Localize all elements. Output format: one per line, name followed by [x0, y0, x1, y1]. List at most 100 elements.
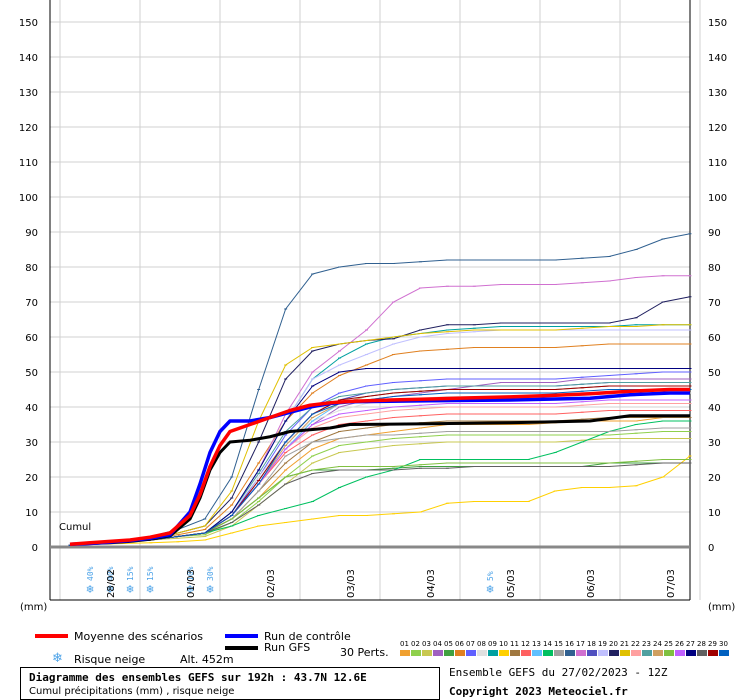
y-tick-label-right: 150 — [708, 18, 727, 29]
y-tick-label-right: 80 — [708, 263, 721, 274]
snow-flake-icon: ❄ — [186, 582, 193, 596]
perturbation-line — [69, 455, 691, 546]
perturbation-key-swatch — [576, 650, 586, 656]
y-tick-label-right: 110 — [708, 158, 727, 169]
y-tick-label-left: 150 — [19, 18, 38, 29]
y-tick-label-right: 120 — [708, 123, 727, 134]
perturbation-key-swatch — [422, 650, 432, 656]
perturbation-key-number: 08 — [477, 640, 486, 648]
perturbation-key-number: 28 — [697, 640, 706, 648]
snow-flake-icon: ❄ — [86, 582, 93, 596]
perturbation-key-swatch — [598, 650, 608, 656]
perturbation-key-swatch — [433, 650, 443, 656]
y-tick-label-left: 130 — [19, 88, 38, 99]
y-tick-label-left: 0 — [32, 543, 38, 554]
plot-area — [50, 0, 690, 600]
perturbation-key-swatch — [455, 650, 465, 656]
snow-flake-icon: ❄ — [146, 582, 153, 596]
x-tick-label: 07/03 — [666, 569, 677, 598]
perts-label: 30 Perts. — [340, 646, 389, 659]
snow-risk-label: 10% — [186, 566, 195, 581]
y-tick-label-left: 10 — [25, 508, 38, 519]
y-tick-label-left: 70 — [25, 298, 38, 309]
snow-risk-label: 15% — [126, 566, 135, 581]
perturbation-key-number: 12 — [521, 640, 530, 648]
perturbation-key-swatch — [675, 650, 685, 656]
perturbation-key-number: 23 — [642, 640, 651, 648]
perturbation-key-swatch — [697, 650, 707, 656]
perturbation-key-number: 10 — [499, 640, 508, 648]
mean-swatch — [35, 634, 68, 638]
gfs-label: Run GFS — [264, 641, 311, 654]
perturbation-key-number: 26 — [675, 640, 684, 648]
x-tick-label: 06/03 — [586, 569, 597, 598]
chart-subtitle: Cumul précipitations (mm) , risque neige — [29, 686, 235, 697]
perturbation-key-number: 02 — [411, 640, 420, 648]
perturbation-line — [69, 389, 690, 546]
perturbation-line — [69, 343, 690, 546]
x-tick-label: 28/02 — [106, 569, 117, 598]
snow-risk-label: 5% — [486, 571, 495, 581]
perturbation-key-number: 05 — [444, 640, 453, 648]
perturbation-key-swatch — [554, 650, 564, 656]
copyright: Copyright 2023 Meteociel.fr — [449, 685, 628, 698]
y-tick-label-left: 80 — [25, 263, 38, 274]
perturbation-key-swatch — [411, 650, 421, 656]
perturbation-key-number: 30 — [719, 640, 728, 648]
control-swatch — [225, 634, 258, 638]
perturbation-key-number: 04 — [433, 640, 442, 648]
series-line-0 — [69, 387, 690, 546]
perturbation-key-swatch — [708, 650, 718, 656]
y-tick-label-left: 140 — [19, 53, 38, 64]
y-tick-label-right: 0 — [708, 543, 714, 554]
y-tick-label-left: 110 — [19, 158, 38, 169]
perturbation-key-number: 11 — [510, 640, 519, 648]
y-tick-label-left: 40 — [25, 403, 38, 414]
y-axis-tick-labels: 0 0 10 10 20 20 30 30 40 40 50 50 60 60 70 70 80 80 90 90 10… — [19, 18, 727, 554]
perturbation-key-swatch — [609, 650, 619, 656]
perturbation-10 — [68, 455, 692, 546]
perturbation-key-swatch — [477, 650, 487, 656]
snow-risk-label: 30% — [206, 566, 215, 581]
y-tick-label-right: 10 — [708, 508, 721, 519]
perturbation-key-number: 21 — [620, 640, 629, 648]
ensemble-info: Ensemble GEFS du 27/02/2023 - 12Z — [449, 666, 668, 679]
y-tick-label-left: 30 — [25, 438, 38, 449]
snow-risk-label: 15% — [146, 566, 155, 581]
altitude-label: Alt. 452m — [180, 653, 234, 666]
perturbation-key-swatch — [642, 650, 652, 656]
x-axis-tick-labels: 28/02 01/03 02/03 03/03 04/03 05/03 06/03 07/03 — [106, 569, 677, 598]
perturbation-key-swatch — [664, 650, 674, 656]
x-tick-label: 03/03 — [346, 569, 357, 598]
perturbation-key-number: 03 — [422, 640, 431, 648]
snow-flake-icon: ❄ — [52, 651, 63, 666]
y-unit-left: (mm) — [20, 602, 47, 613]
y-tick-label-left: 90 — [25, 228, 38, 239]
perturbation-key-swatch — [444, 650, 454, 656]
y-tick-label-right: 90 — [708, 228, 721, 239]
y-tick-label-right: 140 — [708, 53, 727, 64]
perturbation-key-swatch — [466, 650, 476, 656]
precipitation-chart: 0 0 10 10 20 20 30 30 40 40 50 50 60 60 70 70 80 80 90 90 10… — [19, 0, 735, 613]
perturbation-key-swatch — [532, 650, 542, 656]
perturbation-key-number: 16 — [565, 640, 574, 648]
perturbation-key-number: 20 — [609, 640, 618, 648]
y-tick-label-right: 60 — [708, 333, 721, 344]
mean-label: Moyenne des scénarios — [74, 630, 203, 643]
y-tick-label-right: 20 — [708, 473, 721, 484]
perturbation-key-swatch — [521, 650, 531, 656]
perturbation-key-swatch — [587, 650, 597, 656]
y-tick-label-left: 50 — [25, 368, 38, 379]
perturbation-key-number: 14 — [543, 640, 552, 648]
gfs-swatch — [225, 646, 258, 650]
perturbation-key-swatch — [565, 650, 575, 656]
snow-risk-row: 40%❄40%❄15%❄15%❄10%❄30%❄5%❄ — [86, 566, 495, 596]
perturbation-key-swatch — [488, 650, 498, 656]
snow-flake-icon: ❄ — [206, 582, 213, 596]
perturbation-key-swatch — [543, 650, 553, 656]
perturbation-key-number: 27 — [686, 640, 695, 648]
y-tick-label-left: 120 — [19, 123, 38, 134]
perturbation-key-number: 25 — [664, 640, 673, 648]
y-tick-label-left: 60 — [25, 333, 38, 344]
control-label: Run de contrôle — [264, 630, 351, 643]
